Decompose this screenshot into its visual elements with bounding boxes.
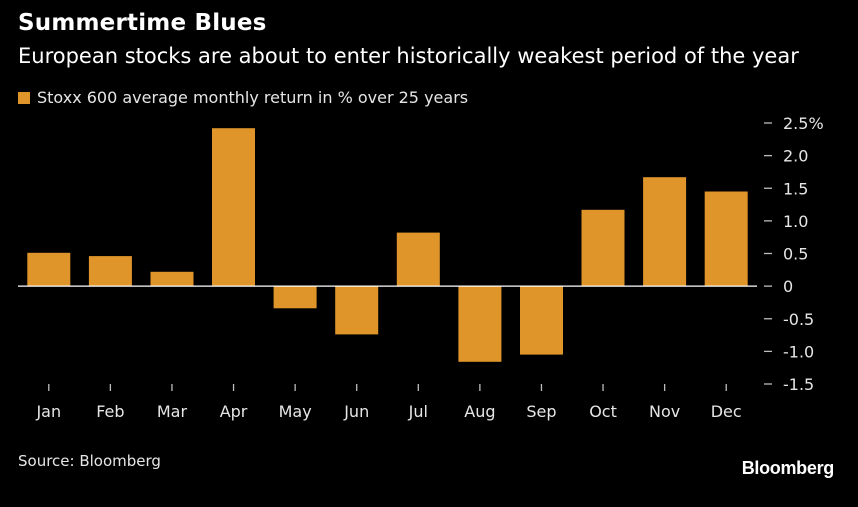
y-axis: 2.5% 2.0 1.5 1.0 0.5 0 -0.5 -1.0 -1.5 — [764, 114, 824, 394]
bar-jul — [396, 232, 440, 287]
x-tick-label: Apr — [220, 402, 248, 421]
y-tick-label: -1.0 — [783, 342, 814, 361]
bar-sep — [520, 286, 563, 355]
x-tick-label: Feb — [96, 402, 124, 421]
x-axis: Jan Feb Mar Apr May Jun Jul Aug Sep Oct Nov Dec — [35, 384, 742, 421]
chart-subtitle: European stocks are about to enter histo… — [18, 44, 799, 68]
y-tick-label: -0.5 — [783, 310, 814, 329]
chart-title: Summertime Blues — [18, 10, 267, 36]
bars-layer — [27, 128, 748, 362]
y-tick-label: 1.0 — [783, 212, 808, 231]
x-tick-label: Dec — [711, 402, 742, 421]
bar-nov — [643, 177, 687, 287]
x-tick-label: May — [279, 402, 312, 421]
legend-swatch — [18, 91, 30, 104]
bloomberg-logo: Bloomberg — [741, 458, 835, 478]
bar-feb — [88, 256, 132, 287]
x-tick-label: Aug — [464, 402, 495, 421]
x-tick-label: Oct — [589, 402, 617, 421]
bar-may — [273, 286, 317, 309]
x-tick-label: Mar — [157, 402, 188, 421]
y-tick-label: 0.5 — [783, 245, 808, 264]
bar-jun — [335, 286, 379, 335]
y-tick-label: 2.5% — [783, 114, 824, 133]
x-tick-label: Nov — [649, 402, 680, 421]
x-tick-label: Jul — [408, 402, 428, 421]
x-tick-label: Jun — [343, 402, 369, 421]
bar-mar — [150, 271, 194, 287]
y-tick-label: 2.0 — [783, 147, 808, 166]
x-tick-label: Sep — [526, 402, 556, 421]
bar-apr — [212, 128, 255, 287]
bar-aug — [458, 286, 502, 362]
legend-label: Stoxx 600 average monthly return in % ov… — [37, 88, 469, 107]
y-tick-label: 1.5 — [783, 179, 808, 198]
bar-jan — [27, 252, 71, 287]
y-tick-label: 0 — [783, 277, 793, 296]
bar-dec — [704, 191, 748, 287]
source-note: Source: Bloomberg — [18, 452, 161, 470]
bar-oct — [581, 209, 625, 287]
x-tick-label: Jan — [35, 402, 61, 421]
y-tick-label: -1.5 — [783, 375, 814, 394]
legend: Stoxx 600 average monthly return in % ov… — [18, 88, 468, 107]
